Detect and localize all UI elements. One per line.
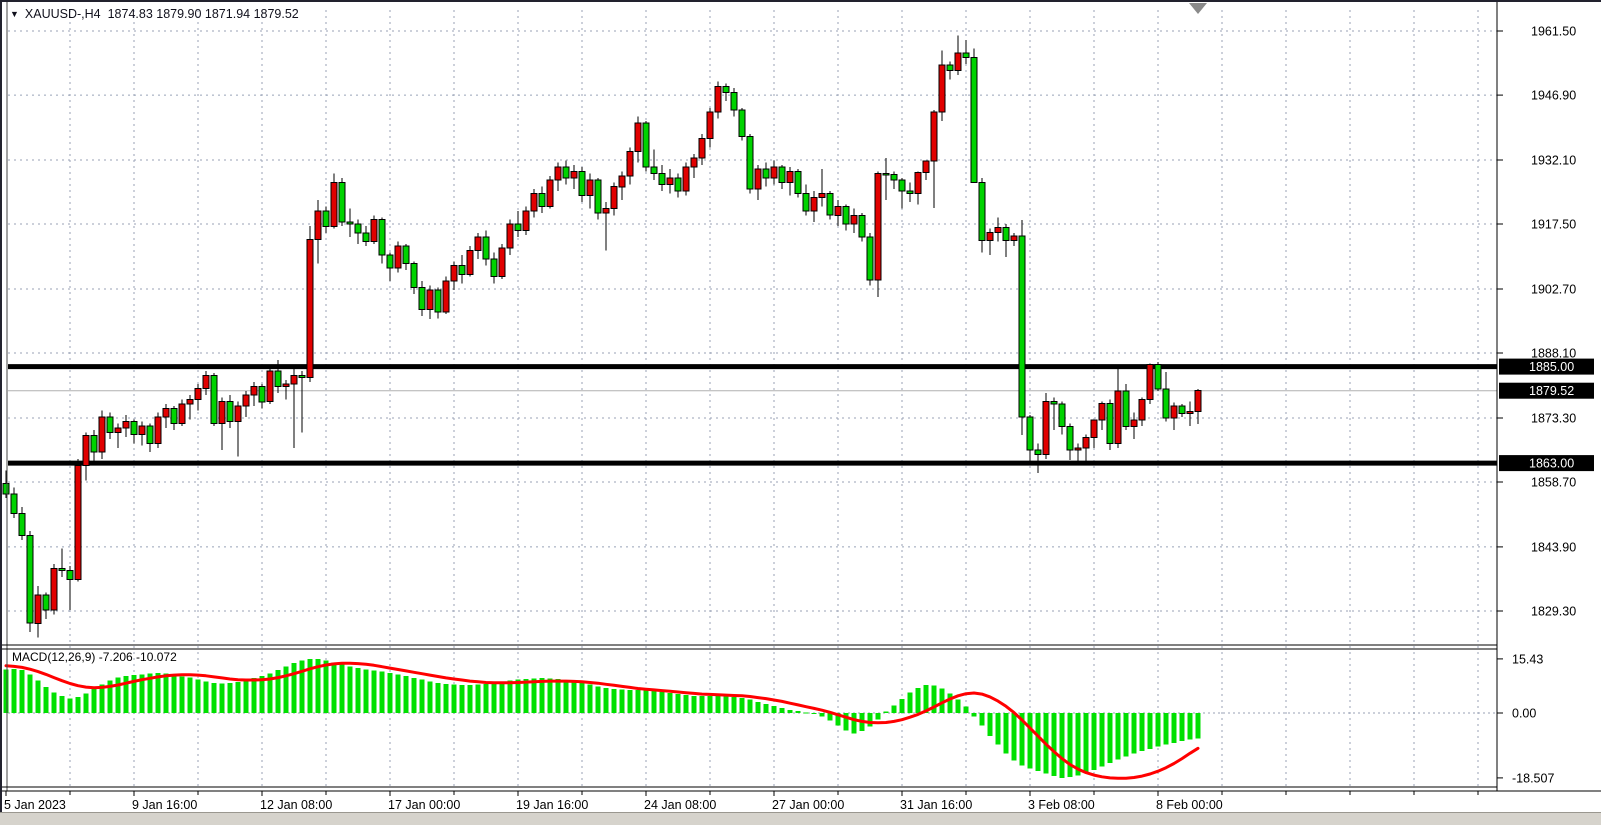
svg-text:1888.10: 1888.10	[1531, 347, 1576, 361]
chart-shift-marker-icon[interactable]	[1189, 3, 1207, 14]
symbol-dropdown-icon[interactable]: ▼	[10, 9, 19, 19]
ohlc-readout: 1874.83 1879.90 1871.94 1879.52	[107, 7, 299, 21]
price-tag-1885.00: 1885.00	[1499, 358, 1594, 375]
macd-signal-line	[4, 661, 1200, 780]
svg-text:17 Jan 00:00: 17 Jan 00:00	[388, 798, 460, 812]
svg-text:1873.30: 1873.30	[1531, 412, 1576, 426]
svg-text:1879.52: 1879.52	[1529, 384, 1574, 398]
svg-text:1885.00: 1885.00	[1529, 360, 1574, 374]
svg-text:1863.00: 1863.00	[1529, 457, 1574, 471]
svg-text:24 Jan 08:00: 24 Jan 08:00	[644, 798, 716, 812]
price-tag-1879.52: 1879.52	[1499, 382, 1594, 399]
symbol-title-row: ▼ XAUUSD-,H4 1874.83 1879.90 1871.94 1879…	[10, 7, 299, 21]
svg-text:1961.50: 1961.50	[1531, 25, 1576, 39]
svg-text:15.43: 15.43	[1512, 652, 1543, 666]
symbol-timeframe-label: XAUUSD-,H4	[24, 7, 101, 21]
macd-scale[interactable]: 15.43 0.00 -18.507	[1497, 652, 1554, 785]
svg-text:8 Feb 00:00: 8 Feb 00:00	[1156, 798, 1223, 812]
svg-text:1932.10: 1932.10	[1531, 154, 1576, 168]
svg-text:1917.50: 1917.50	[1531, 218, 1576, 232]
panel-borders	[0, 2, 1601, 792]
svg-text:27 Jan 00:00: 27 Jan 00:00	[772, 798, 844, 812]
svg-text:31 Jan 16:00: 31 Jan 16:00	[900, 798, 972, 812]
time-axis[interactable]: 5 Jan 2023 9 Jan 16:00 12 Jan 08:00 17 Jan …	[4, 791, 1479, 812]
svg-text:9 Jan 16:00: 9 Jan 16:00	[132, 798, 197, 812]
svg-text:5 Jan 2023: 5 Jan 2023	[4, 798, 66, 812]
svg-text:19 Jan 16:00: 19 Jan 16:00	[516, 798, 588, 812]
price-gridlines	[8, 30, 1497, 612]
price-scale[interactable]: 1961.50 1946.90 1932.10 1917.50 1902.70 1888.…	[1497, 25, 1594, 619]
macd-histogram	[3, 658, 1201, 778]
svg-text:-18.507: -18.507	[1512, 771, 1554, 785]
svg-text:1946.90: 1946.90	[1531, 89, 1576, 103]
price-tag-1863.00: 1863.00	[1499, 455, 1594, 472]
svg-text:3 Feb 08:00: 3 Feb 08:00	[1028, 798, 1095, 812]
window-top-border	[0, 0, 1601, 2]
candles-layer	[2, 35, 1202, 638]
svg-text:1843.90: 1843.90	[1531, 540, 1576, 554]
window-bottom-strip	[0, 812, 1601, 825]
svg-text:1902.70: 1902.70	[1531, 283, 1576, 297]
svg-text:12 Jan 08:00: 12 Jan 08:00	[260, 798, 332, 812]
window-left-border	[0, 0, 2, 812]
svg-text:1829.30: 1829.30	[1531, 605, 1576, 619]
svg-text:1858.70: 1858.70	[1531, 476, 1576, 490]
time-gridlines	[69, 10, 1479, 786]
macd-indicator-label: MACD(12,26,9) -7.206 -10.072	[12, 650, 177, 664]
svg-text:0.00: 0.00	[1512, 707, 1536, 721]
